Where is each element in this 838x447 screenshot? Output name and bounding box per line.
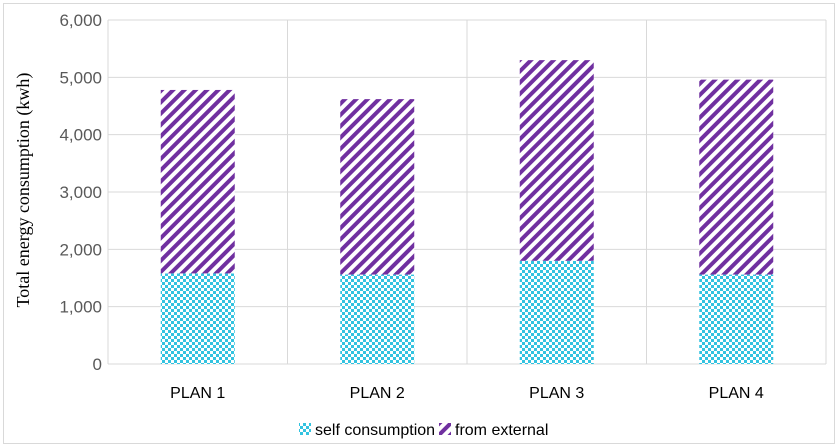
x-tick-label: PLAN 3	[529, 385, 584, 402]
y-tick-label: 4,000	[59, 126, 102, 145]
y-axis-ticks: 0 1,000 2,000 3,000 4,000 5,000 6,000	[59, 11, 102, 374]
y-tick-label: 2,000	[59, 240, 102, 259]
legend: self consumption from external	[299, 422, 548, 439]
y-tick-label: 5,000	[59, 68, 102, 87]
bars	[160, 60, 774, 364]
bar-from-external	[340, 99, 415, 275]
bar-self-consumption	[160, 273, 235, 364]
y-tick-label: 1,000	[59, 298, 102, 317]
bar-from-external	[699, 79, 774, 275]
y-axis-label: Total energy consumption (kwh)	[13, 73, 34, 308]
x-tick-label: PLAN 2	[350, 385, 405, 402]
x-axis-labels: PLAN 1 PLAN 2 PLAN 3 PLAN 4	[170, 385, 764, 402]
bar-self-consumption	[519, 260, 594, 364]
bar-self-consumption	[699, 274, 774, 364]
bar-self-consumption	[340, 274, 415, 364]
legend-label-self-consumption: self consumption	[315, 422, 435, 439]
y-tick-label: 6,000	[59, 11, 102, 30]
bar-from-external	[160, 89, 235, 274]
legend-swatch-from-external	[439, 423, 451, 435]
legend-swatch-self-consumption	[299, 423, 311, 435]
y-tick-label: 3,000	[59, 183, 102, 202]
y-tick-label: 0	[93, 355, 102, 374]
x-tick-label: PLAN 1	[170, 385, 225, 402]
chart-frame	[3, 3, 835, 444]
bar-from-external	[519, 60, 594, 261]
x-tick-label: PLAN 4	[709, 385, 764, 402]
legend-label-from-external: from external	[455, 422, 548, 439]
